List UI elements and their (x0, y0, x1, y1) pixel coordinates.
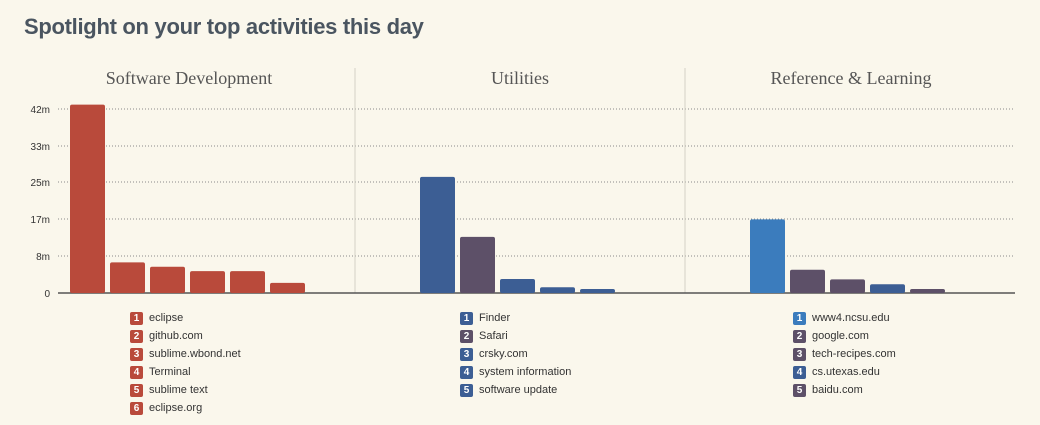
legend-label: software update (479, 384, 558, 396)
legend-rank-badge: 4 (793, 365, 806, 379)
y-tick-label: 25m (31, 178, 50, 189)
legend-rank-badge: 5 (130, 383, 143, 397)
legend-rank-badge: 4 (460, 365, 473, 379)
y-tick-label: 42m (31, 105, 50, 116)
legend-rank-badge: 2 (460, 329, 473, 343)
panel-title-reference-learning: Reference & Learning (770, 68, 932, 88)
y-tick-label: 33m (31, 142, 50, 153)
bar-finder[interactable] (420, 176, 455, 293)
legend-rank-badge: 1 (130, 311, 143, 325)
legend-rank-badge: 3 (460, 347, 473, 361)
legend-item[interactable]: 3 tech-recipes.com (793, 345, 896, 363)
legend-item[interactable]: 5 baidu.com (793, 381, 896, 399)
legend-label: www4.ncsu.edu (812, 312, 890, 324)
bar-safari[interactable] (460, 236, 495, 293)
legend-label: google.com (812, 330, 869, 342)
legend-item[interactable]: 5 software update (460, 381, 571, 399)
legend-rank-badge: 2 (793, 329, 806, 343)
legend-label: github.com (149, 330, 203, 342)
legend-item[interactable]: 4 Terminal (130, 363, 241, 381)
bar-system-information[interactable] (540, 287, 575, 293)
legend-label: sublime.wbond.net (149, 348, 241, 360)
y-tick-label: 8m (36, 252, 50, 263)
legend-item[interactable]: 2 google.com (793, 327, 896, 345)
legend-rank-badge: 4 (130, 365, 143, 379)
bar-terminal[interactable] (190, 271, 225, 293)
panel-title-utilities: Utilities (491, 68, 549, 88)
legend-utilities: 1 Finder 2 Safari 3 crsky.com 4 system informat… (460, 309, 571, 399)
legend-label: Safari (479, 330, 508, 342)
legend-item[interactable]: 1 eclipse (130, 309, 241, 327)
legend-rank-badge: 3 (130, 347, 143, 361)
y-tick-label: 17m (31, 215, 50, 226)
legend-label: crsky.com (479, 348, 528, 360)
legend-label: eclipse (149, 312, 184, 324)
legend-item[interactable]: 2 Safari (460, 327, 571, 345)
legend-item[interactable]: 6 eclipse.org (130, 399, 241, 417)
legend-rank-badge: 6 (130, 401, 143, 415)
legend-label: Finder (479, 312, 511, 324)
bar-google-com[interactable] (790, 269, 825, 293)
bar-software-update[interactable] (580, 289, 615, 293)
legend-item[interactable]: 1 Finder (460, 309, 571, 327)
legend-software-development: 1 eclipse 2 github.com 3 sublime.wbond.net 4 Te… (130, 309, 241, 417)
bar-cs-utexas-edu[interactable] (870, 284, 905, 293)
legend-label: system information (479, 366, 572, 378)
legend-label: sublime text (149, 384, 208, 396)
legend-item[interactable]: 3 crsky.com (460, 345, 571, 363)
legend-item[interactable]: 1 www4.ncsu.edu (793, 309, 896, 327)
legend-rank-badge: 3 (793, 347, 806, 361)
legend-item[interactable]: 4 system information (460, 363, 571, 381)
legend-item[interactable]: 5 sublime text (130, 381, 241, 399)
bar-www4-ncsu-edu[interactable] (750, 219, 785, 293)
legend-rank-badge: 5 (793, 383, 806, 397)
legend-label: tech-recipes.com (812, 348, 896, 360)
bar-sublime-text[interactable] (230, 271, 265, 293)
legend-item[interactable]: 4 cs.utexas.edu (793, 363, 896, 381)
legend-label: cs.utexas.edu (812, 366, 880, 378)
legend-rank-badge: 5 (460, 383, 473, 397)
panel-title-software-development: Software Development (105, 68, 273, 88)
legend-label: Terminal (149, 366, 191, 378)
bar-eclipse-org[interactable] (270, 282, 305, 293)
legend-item[interactable]: 3 sublime.wbond.net (130, 345, 241, 363)
bar-crsky-com[interactable] (500, 278, 535, 293)
bar-baidu-com[interactable] (910, 289, 945, 293)
legend-label: baidu.com (812, 384, 863, 396)
legend-rank-badge: 2 (130, 329, 143, 343)
bar-tech-recipes-com[interactable] (830, 279, 865, 293)
legend-item[interactable]: 2 github.com (130, 327, 241, 345)
legend-label: eclipse.org (149, 402, 203, 414)
bar-sublime-wbond-net[interactable] (150, 266, 185, 293)
legend-rank-badge: 1 (793, 311, 806, 325)
bar-github-com[interactable] (110, 262, 145, 293)
bar-eclipse[interactable] (70, 104, 105, 293)
y-tick-label: 0 (44, 289, 50, 300)
legend-rank-badge: 1 (460, 311, 473, 325)
page-title: Spotlight on your top activities this da… (24, 14, 424, 39)
legend-reference-learning: 1 www4.ncsu.edu 2 google.com 3 tech-recipes.c… (793, 309, 896, 399)
